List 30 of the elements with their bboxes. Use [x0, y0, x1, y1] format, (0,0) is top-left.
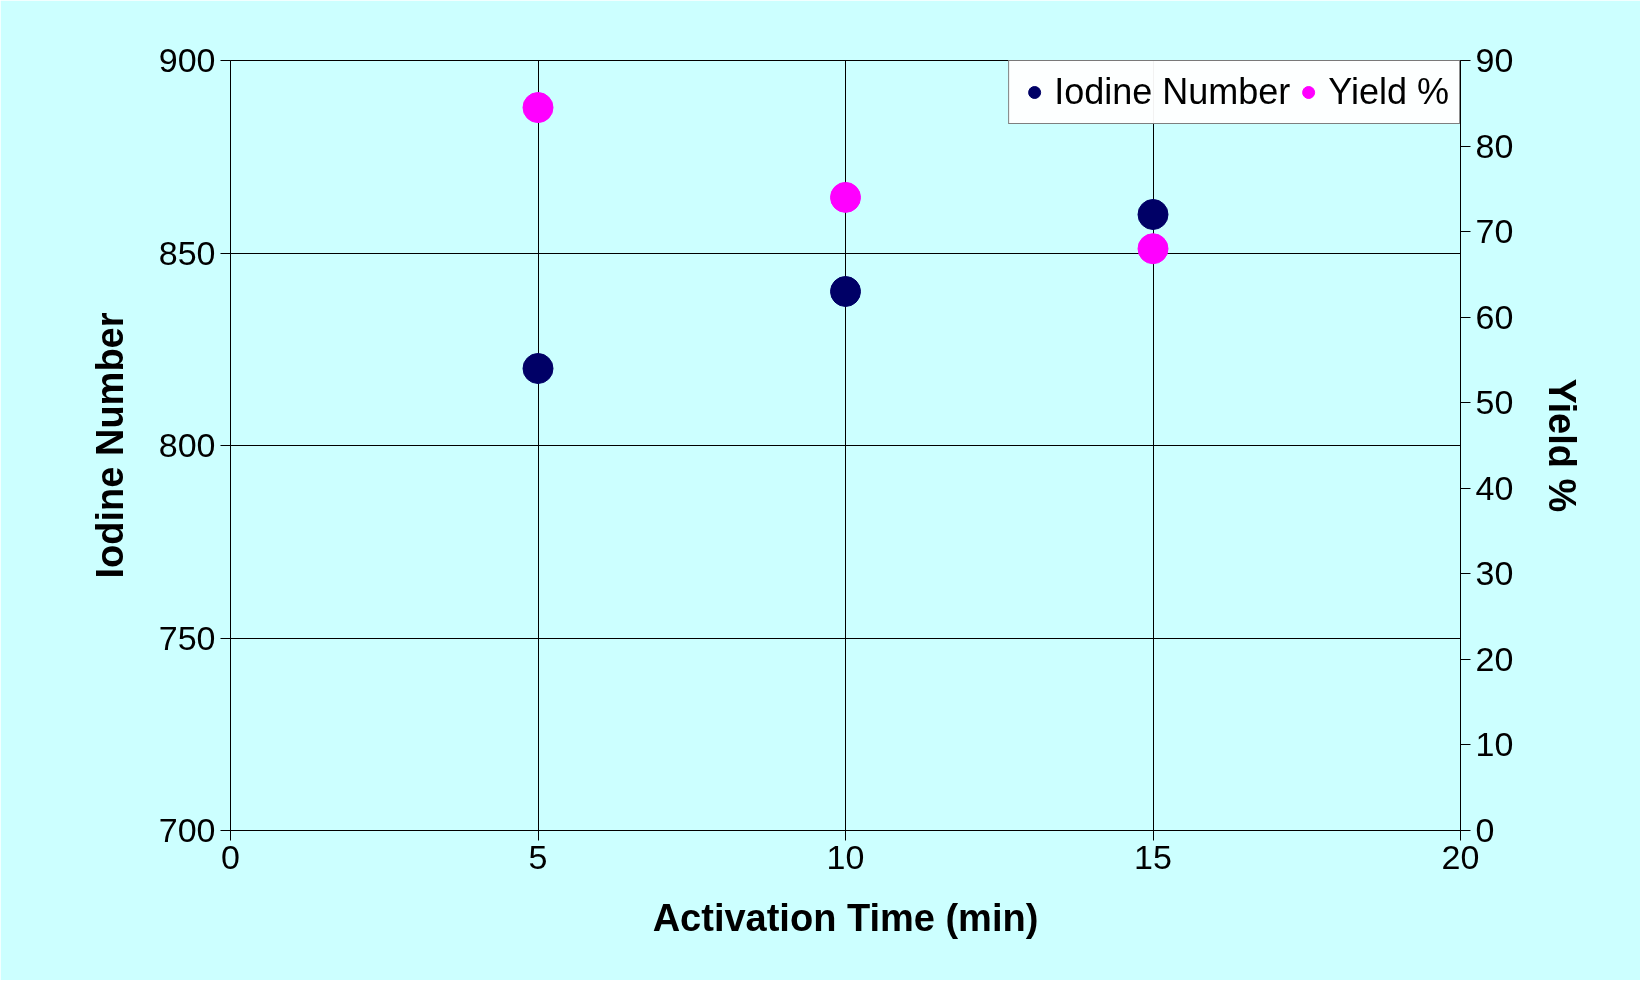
y2-tick-label: 60 — [1475, 297, 1514, 336]
y-tick-label: 800 — [158, 426, 216, 464]
y2-tick-label: 50 — [1475, 383, 1514, 422]
point — [830, 276, 861, 307]
y2-tick-label: 90 — [1475, 41, 1514, 79]
point — [522, 353, 554, 384]
y-axis-title: Iodine Number — [88, 312, 131, 579]
point — [1137, 233, 1169, 265]
point — [522, 92, 554, 124]
y2-axis-title: Yield % — [1541, 378, 1584, 513]
y2-tick-label: 40 — [1475, 468, 1514, 507]
x-axis-title: Activation Time (min) — [652, 896, 1039, 939]
y2-tick-label: 70 — [1475, 212, 1514, 251]
x-tick-label: 0 — [221, 837, 240, 876]
legend-label: Iodine Number — [1054, 71, 1291, 113]
y-tick-label: 850 — [158, 233, 216, 272]
x-tick-label: 15 — [1134, 837, 1172, 876]
x-tick-label: 5 — [528, 837, 548, 876]
point — [830, 181, 861, 213]
y2-tick-label: 80 — [1475, 126, 1514, 165]
y-tick-label: 900 — [158, 41, 216, 79]
y2-tick-label: 20 — [1475, 639, 1514, 678]
y2-tick-label: 0 — [1475, 811, 1495, 849]
point — [1137, 199, 1169, 230]
y2-tick-label: 10 — [1475, 725, 1514, 764]
y-tick-label: 700 — [158, 811, 216, 849]
x-tick-label: 10 — [826, 837, 865, 876]
y-tick-label: 750 — [158, 618, 216, 657]
y2-tick-label: 30 — [1475, 554, 1514, 593]
legend-label: Yield % — [1328, 71, 1449, 113]
